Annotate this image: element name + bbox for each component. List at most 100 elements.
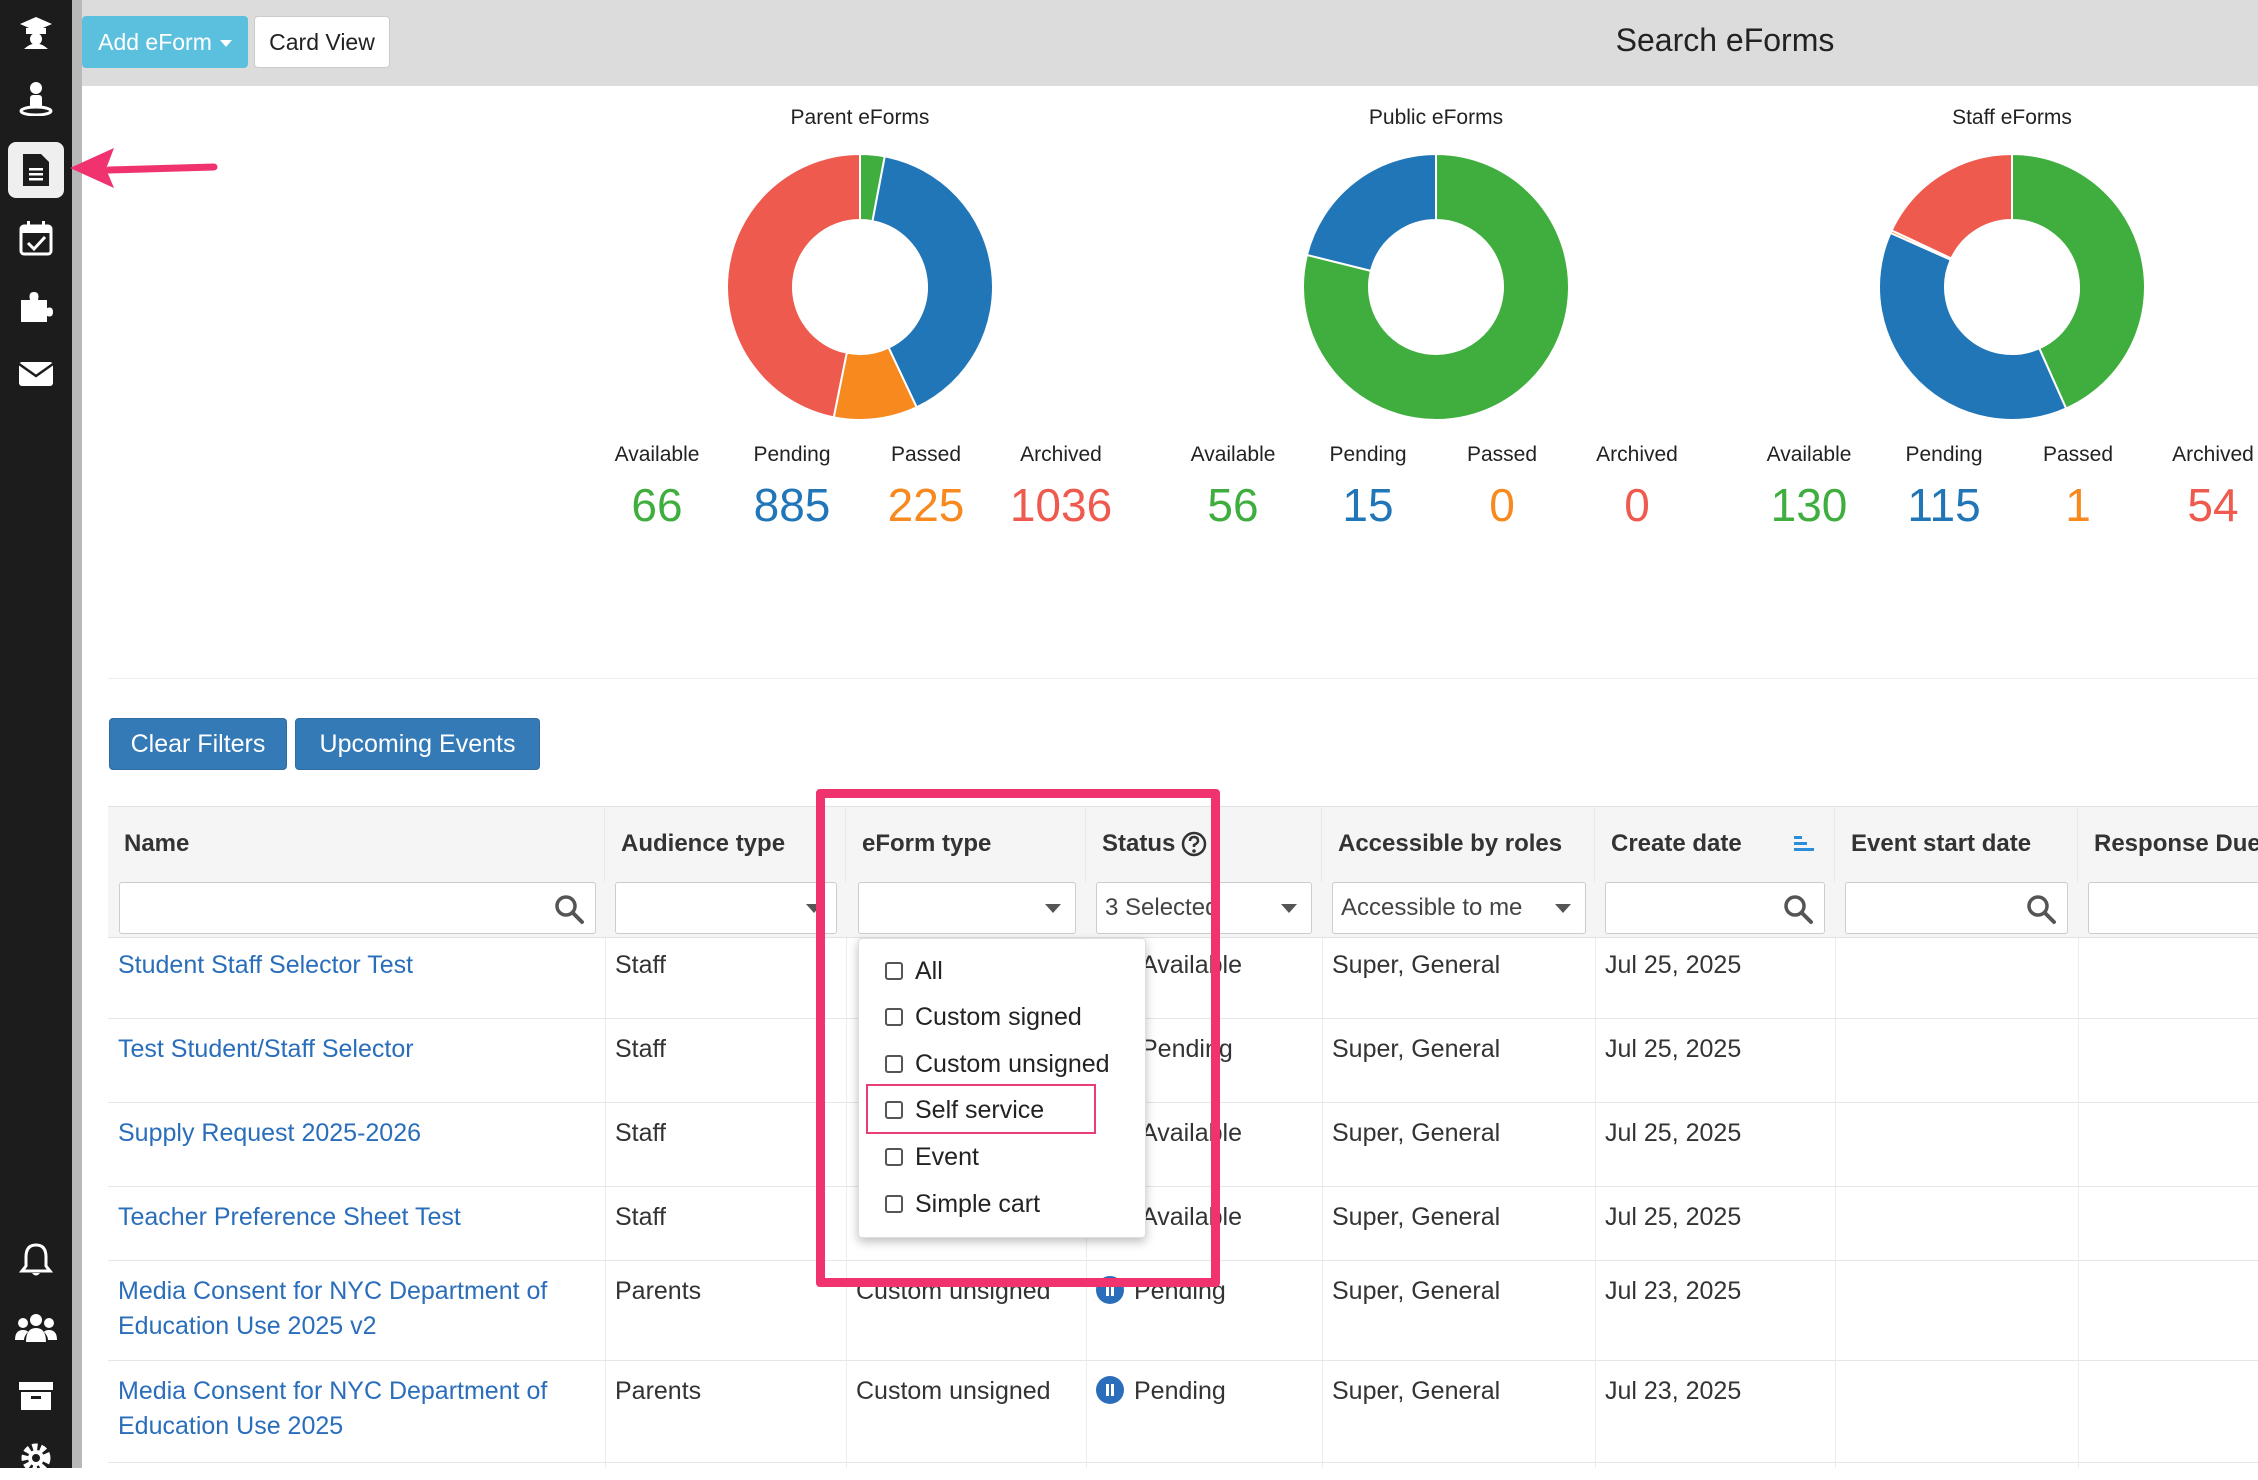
bell-icon[interactable] [14,1238,58,1282]
checkbox[interactable] [885,1195,903,1213]
help-icon[interactable] [1181,831,1207,857]
pause-icon [1096,1276,1124,1304]
column-header-status[interactable]: Status [1086,806,1322,882]
status-filter-select[interactable]: 3 Selected [1096,882,1312,934]
archive-icon[interactable] [14,1374,58,1418]
student-icon[interactable] [14,76,58,120]
checkbox[interactable] [885,1008,903,1026]
status-cell: Available [1141,1203,1243,1231]
stat-value-available[interactable]: 66 [631,479,683,531]
checkbox[interactable] [885,1055,903,1073]
checkbox[interactable] [885,962,903,980]
column-header-roles[interactable]: Accessible by roles [1322,806,1595,882]
dropdown-arrow-icon [1555,904,1571,913]
sort-icon[interactable] [1794,834,1816,854]
donut-slice-available[interactable] [1302,152,1570,421]
event-start-filter-input[interactable] [1845,882,2068,934]
eform-name-link[interactable]: Test Student/Staff Selector [118,1035,414,1063]
column-header-event-start[interactable]: Event start date [1835,806,2078,882]
stat-value-available[interactable]: 130 [1770,479,1848,531]
stat-label-pending: Pending [1329,443,1407,466]
dropdown-option-event[interactable]: Event [885,1137,979,1177]
section-divider [108,678,2258,679]
column-header-audience[interactable]: Audience type [605,806,846,882]
stat-value-archived[interactable]: 0 [1624,479,1650,531]
option-label: Custom unsigned [915,1049,1110,1078]
envelope-icon[interactable] [14,352,58,396]
search-icon [2027,895,2056,924]
roles-cell: Super, General [1332,1119,1501,1147]
users-icon[interactable] [14,1306,58,1350]
donut-chart [1302,152,1570,421]
stat-value-pending[interactable]: 115 [1907,479,1981,531]
donut-slice-available[interactable] [2011,152,2146,410]
clear-filters-button[interactable]: Clear Filters [109,718,287,770]
eform-name-link[interactable]: Supply Request 2025-2026 [118,1119,422,1147]
stat-label-available: Available [1190,443,1276,466]
search-icon [1784,895,1813,924]
annotation-arrow [70,148,218,188]
eform-name-link[interactable]: Student Staff Selector Test [118,951,414,979]
eform-name-link[interactable]: Media Consent for NYC Department of Educa… [118,1274,547,1344]
status-cell: Pending [1096,1374,1226,1409]
create-date-filter-input[interactable] [1605,882,1825,934]
column-header-create-date[interactable]: Create date [1595,806,1835,882]
add-eform-button[interactable]: Add eForm [82,16,248,68]
dropdown-option-custom-signed[interactable]: Custom signed [885,997,1082,1037]
stat-value-pending[interactable]: 15 [1342,479,1394,531]
response-due-filter-input[interactable] [2088,882,2258,934]
column-divider [1595,936,1596,1468]
stat-value-archived[interactable]: 1036 [1009,479,1113,531]
eform-type-filter-select[interactable] [858,882,1076,934]
checkbox[interactable] [885,1148,903,1166]
stat-value-passed[interactable]: 225 [887,479,965,531]
stat-value-available[interactable]: 56 [1207,479,1259,531]
eform-name-link[interactable]: Media Consent for NYC Department of Educa… [118,1374,547,1444]
stat-value-passed[interactable]: 0 [1489,479,1515,531]
gear-icon[interactable] [14,1436,58,1480]
stat-value-passed[interactable]: 1 [2065,479,2091,531]
document-icon[interactable] [8,142,64,198]
calendar-check-icon[interactable] [14,216,58,260]
option-label: Self service [915,1095,1045,1124]
dropdown-option-custom-unsigned[interactable]: Custom unsigned [885,1044,1110,1084]
donut-slice-pending[interactable] [1878,231,2068,421]
audience-cell: Staff [615,1203,666,1231]
dropdown-option-simple-cart[interactable]: Simple cart [885,1184,1040,1224]
audience-filter-select[interactable] [615,882,837,934]
column-title: eForm type [862,830,992,857]
row-divider [108,1360,2258,1361]
donut-slice-archived[interactable] [726,152,861,419]
column-title: Accessible by roles [1338,830,1563,857]
stat-value-pending[interactable]: 885 [753,479,831,531]
column-divider [605,936,606,1468]
dropdown-option-all[interactable]: All [885,951,943,991]
create-date-cell: Jul 25, 2025 [1605,1203,1742,1231]
column-header-name[interactable]: Name [108,806,605,882]
caret-down-icon [219,39,232,47]
donut-slice-archived[interactable] [1890,152,2013,260]
dropdown-option-self-service[interactable]: Self service [885,1090,1044,1130]
eform-name-link[interactable]: Teacher Preference Sheet Test [118,1203,461,1231]
donut-chart [726,152,994,421]
sidebar-edge [72,0,82,1468]
name-filter-input[interactable] [119,882,596,934]
card-view-button[interactable]: Card View [254,16,390,68]
column-header-response-due[interactable]: Response Due [2078,806,2258,882]
status-text: Pending [1134,1277,1226,1305]
stat-value-archived[interactable]: 54 [2187,479,2239,531]
row-divider [108,1260,2258,1261]
donut-slice-pending[interactable] [1305,152,1437,273]
donut-slice-pending[interactable] [871,155,994,409]
upcoming-events-button[interactable]: Upcoming Events [295,718,540,770]
roles-cell: Super, General [1332,1377,1501,1405]
status-cell: Available [1141,951,1243,979]
sidebar [0,0,72,1473]
roles-filter-select[interactable]: Accessible to me [1332,882,1586,934]
row-divider [108,1018,2258,1019]
checkbox[interactable] [885,1101,903,1119]
graduation-cap-icon[interactable] [14,10,58,54]
create-date-cell: Jul 25, 2025 [1605,951,1742,979]
column-header-eform-type[interactable]: eForm type [846,806,1086,882]
puzzle-icon[interactable] [14,284,58,328]
